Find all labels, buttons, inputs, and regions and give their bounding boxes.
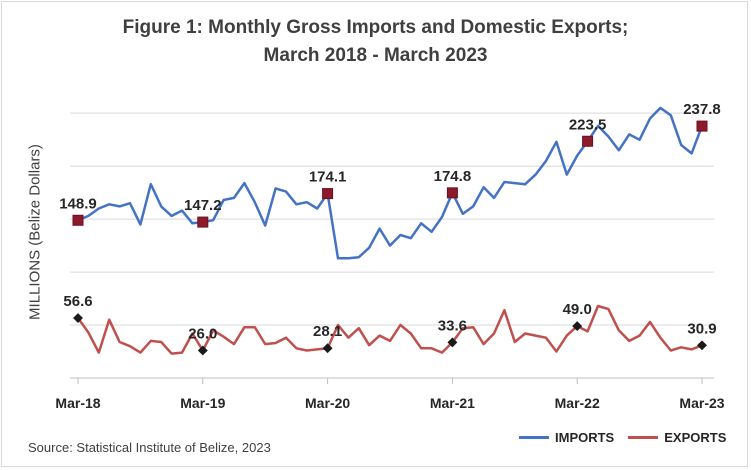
- data-label-imports: 223.5: [569, 116, 607, 133]
- data-label-imports: 174.8: [434, 168, 472, 185]
- legend: IMPORTS EXPORTS: [519, 430, 726, 445]
- legend-label-exports: EXPORTS: [664, 430, 727, 445]
- data-label-exports: 49.0: [563, 301, 592, 318]
- legend-item-exports: EXPORTS: [628, 430, 726, 445]
- series-line-imports: [77, 106, 704, 260]
- data-label-imports: 174.1: [309, 169, 347, 186]
- data-marker-exports: [572, 321, 583, 332]
- x-tick-label: Mar-18: [55, 395, 100, 411]
- data-label-imports: 237.8: [683, 101, 721, 118]
- data-marker-exports: [697, 340, 707, 351]
- x-tick-label: Mar-22: [555, 395, 600, 411]
- source-note: Source: Statistical Institute of Belize,…: [28, 440, 271, 455]
- legend-label-imports: IMPORTS: [555, 430, 615, 445]
- legend-swatch-imports: [519, 436, 549, 439]
- data-marker-imports: [72, 214, 84, 226]
- data-label-imports: 148.9: [59, 195, 97, 212]
- data-marker-imports: [322, 188, 334, 200]
- x-tick-label: Mar-23: [679, 395, 724, 411]
- series-line-exports: [76, 304, 703, 355]
- data-marker-imports: [446, 187, 458, 199]
- chart-title-line-2: March 2018 - March 2023: [263, 45, 488, 66]
- x-tick-label: Mar-19: [180, 395, 225, 411]
- data-label-exports: 28.1: [313, 323, 342, 340]
- legend-swatch-exports: [628, 436, 659, 439]
- chart-title-line-1: Figure 1: Monthly Gross Imports and Dome…: [122, 17, 629, 38]
- data-label-exports: 33.6: [438, 317, 467, 334]
- x-tick-label: Mar-20: [305, 395, 350, 411]
- data-marker-imports: [696, 120, 708, 132]
- data-label-exports: 30.9: [687, 320, 716, 337]
- data-marker-exports: [197, 345, 208, 356]
- data-marker-exports: [322, 343, 333, 354]
- chart-title: Figure 1: Monthly Gross Imports and Dome…: [0, 14, 751, 70]
- x-tick-label: Mar-21: [430, 395, 475, 411]
- data-label-imports: 147.2: [184, 197, 222, 214]
- data-label-exports: 56.6: [63, 293, 92, 310]
- data-marker-imports: [582, 135, 594, 147]
- data-marker-exports: [447, 337, 458, 348]
- data-marker-imports: [197, 216, 209, 228]
- data-label-exports: 26.0: [188, 325, 217, 342]
- legend-item-imports: IMPORTS: [519, 430, 614, 445]
